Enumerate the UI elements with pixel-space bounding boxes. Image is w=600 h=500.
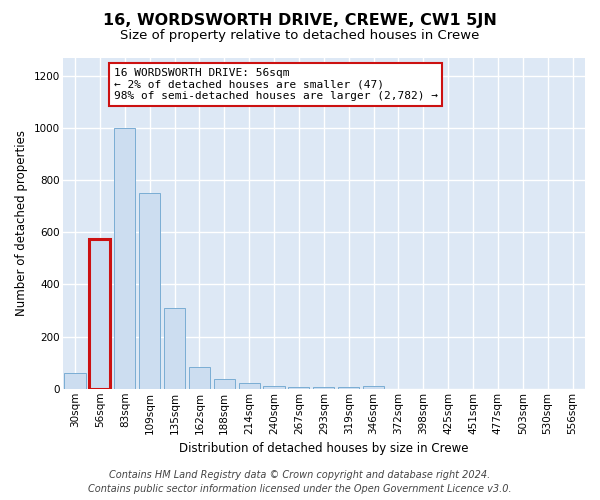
Bar [89,239,110,389]
Bar [164,308,185,389]
Bar [289,388,310,389]
Bar [363,386,384,389]
Bar [239,383,260,389]
Bar [139,193,160,389]
Bar [89,239,110,389]
Bar [313,388,334,389]
Text: Contains HM Land Registry data © Crown copyright and database right 2024.
Contai: Contains HM Land Registry data © Crown c… [88,470,512,494]
Text: 16 WORDSWORTH DRIVE: 56sqm
← 2% of detached houses are smaller (47)
98% of semi-: 16 WORDSWORTH DRIVE: 56sqm ← 2% of detac… [113,68,437,101]
Text: Size of property relative to detached houses in Crewe: Size of property relative to detached ho… [121,29,479,42]
Y-axis label: Number of detached properties: Number of detached properties [15,130,28,316]
Bar [338,388,359,389]
Bar [263,386,284,389]
Text: 16, WORDSWORTH DRIVE, CREWE, CW1 5JN: 16, WORDSWORTH DRIVE, CREWE, CW1 5JN [103,12,497,28]
Bar [189,366,210,389]
X-axis label: Distribution of detached houses by size in Crewe: Distribution of detached houses by size … [179,442,469,455]
Bar [64,373,86,389]
Bar [214,379,235,389]
Bar [114,128,136,389]
